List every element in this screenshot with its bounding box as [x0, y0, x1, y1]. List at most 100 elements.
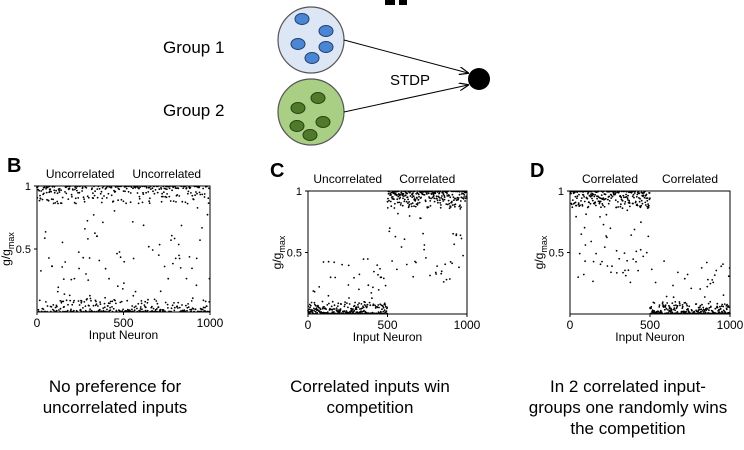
data-point — [157, 306, 160, 309]
data-point — [577, 276, 580, 278]
data-point — [417, 198, 420, 201]
data-point — [86, 195, 89, 198]
data-point — [340, 303, 342, 305]
data-point — [53, 191, 56, 194]
data-point — [670, 308, 673, 311]
data-point — [357, 306, 360, 308]
data-point — [54, 202, 57, 204]
data-point — [391, 260, 393, 262]
data-point — [708, 309, 710, 312]
data-point — [88, 304, 90, 307]
data-point — [189, 186, 192, 189]
data-point — [354, 301, 356, 304]
data-point — [336, 309, 338, 311]
data-point — [446, 203, 449, 206]
data-point — [87, 279, 90, 281]
data-point — [615, 249, 618, 252]
data-point — [64, 261, 67, 263]
data-point — [577, 202, 580, 204]
data-point — [178, 254, 180, 257]
data-point — [383, 309, 386, 312]
data-point — [396, 198, 399, 201]
data-point — [137, 202, 140, 205]
data-point — [595, 204, 597, 207]
data-point — [412, 192, 414, 195]
data-point — [202, 306, 205, 309]
data-point — [109, 306, 111, 309]
y-tick-label: 1 — [25, 181, 31, 193]
data-point — [444, 263, 447, 266]
data-point — [434, 271, 437, 274]
data-point — [338, 311, 341, 314]
data-point — [640, 221, 642, 224]
data-point — [339, 308, 342, 310]
data-point — [160, 200, 163, 203]
group2-neuron — [302, 129, 318, 141]
data-point — [436, 197, 438, 200]
data-point — [138, 197, 141, 200]
data-point — [454, 197, 457, 200]
data-point — [83, 198, 85, 200]
data-point — [623, 203, 626, 205]
data-point — [443, 198, 446, 201]
data-point — [43, 186, 46, 189]
data-point — [700, 308, 703, 311]
data-point — [454, 205, 456, 208]
data-point — [347, 264, 350, 267]
data-point — [602, 223, 605, 226]
data-point — [443, 196, 446, 198]
data-point — [208, 187, 210, 190]
data-point — [460, 193, 463, 195]
section-label: Correlated — [662, 172, 718, 186]
data-point — [356, 311, 359, 314]
data-point — [85, 186, 88, 189]
data-point — [73, 277, 76, 280]
data-point — [380, 276, 383, 279]
data-point — [84, 305, 87, 307]
data-point — [377, 273, 379, 276]
data-point — [627, 194, 629, 197]
data-point — [94, 232, 96, 235]
data-point — [614, 193, 616, 196]
data-point — [40, 270, 42, 272]
data-point — [179, 267, 182, 269]
schematic — [277, 0, 490, 146]
data-point — [58, 187, 61, 190]
data-point — [104, 267, 107, 270]
data-point — [83, 301, 86, 303]
data-point — [596, 197, 598, 200]
data-point — [457, 197, 460, 199]
data-point — [416, 197, 418, 199]
data-point — [328, 302, 330, 305]
data-point — [131, 305, 134, 307]
data-point — [645, 193, 648, 196]
data-point — [88, 257, 91, 259]
data-point — [172, 200, 175, 202]
data-point — [615, 206, 618, 209]
data-point — [633, 192, 636, 194]
data-point — [56, 305, 58, 308]
data-point — [699, 304, 702, 307]
data-point — [137, 302, 140, 305]
data-point — [147, 298, 149, 301]
data-point — [440, 272, 443, 275]
data-point — [118, 188, 121, 191]
data-point — [583, 226, 586, 229]
data-point — [360, 310, 363, 313]
data-point — [408, 203, 411, 206]
data-point — [99, 192, 102, 195]
data-point — [184, 201, 187, 204]
data-point — [600, 194, 603, 196]
data-point — [460, 237, 463, 240]
y-axis-label: g/gmax — [0, 232, 16, 266]
data-point — [673, 304, 675, 307]
data-point — [177, 307, 179, 309]
data-point — [125, 202, 127, 205]
data-point — [140, 300, 143, 302]
data-point — [607, 198, 609, 201]
data-point — [86, 298, 88, 300]
data-point — [175, 201, 177, 203]
data-point — [617, 206, 619, 208]
data-point — [329, 276, 332, 279]
data-point — [39, 197, 42, 200]
